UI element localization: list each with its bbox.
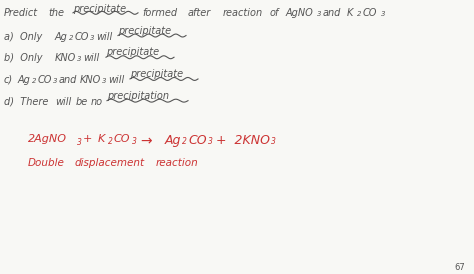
Text: Predict: Predict bbox=[4, 8, 38, 18]
Text: K: K bbox=[347, 8, 354, 18]
Text: d)  There: d) There bbox=[4, 97, 48, 107]
Text: 3: 3 bbox=[102, 78, 107, 84]
Text: 3: 3 bbox=[77, 138, 82, 147]
Text: 3: 3 bbox=[53, 78, 57, 84]
Text: reaction: reaction bbox=[223, 8, 263, 18]
Text: precipitate: precipitate bbox=[118, 26, 171, 36]
Text: precipitate: precipitate bbox=[130, 69, 183, 79]
Text: CO: CO bbox=[114, 134, 130, 144]
Text: CO: CO bbox=[38, 75, 52, 85]
Text: displacement: displacement bbox=[75, 158, 145, 168]
Text: K: K bbox=[98, 134, 105, 144]
Text: the: the bbox=[48, 8, 64, 18]
Text: will: will bbox=[83, 53, 99, 63]
Text: will: will bbox=[108, 75, 124, 85]
Text: 2: 2 bbox=[357, 11, 362, 17]
Text: c): c) bbox=[4, 75, 13, 85]
Text: 2: 2 bbox=[32, 78, 36, 84]
Text: 2: 2 bbox=[108, 137, 113, 146]
Text: CO: CO bbox=[363, 8, 377, 18]
Text: precipitate: precipitate bbox=[73, 4, 126, 14]
Text: →: → bbox=[140, 134, 152, 148]
Text: KNO: KNO bbox=[55, 53, 76, 63]
Text: 3: 3 bbox=[132, 137, 137, 146]
Text: a)  Only: a) Only bbox=[4, 32, 42, 42]
Text: reaction: reaction bbox=[156, 158, 199, 168]
Text: 2: 2 bbox=[182, 137, 187, 146]
Text: and: and bbox=[323, 8, 341, 18]
Text: Ag: Ag bbox=[18, 75, 31, 85]
Text: +: + bbox=[83, 134, 92, 144]
Text: of: of bbox=[270, 8, 279, 18]
Text: 2AgNO: 2AgNO bbox=[28, 134, 67, 144]
Text: be: be bbox=[76, 97, 88, 107]
Text: 67: 67 bbox=[454, 264, 465, 272]
Text: precipitation: precipitation bbox=[107, 91, 169, 101]
Text: 3: 3 bbox=[208, 137, 213, 146]
Text: b)  Only: b) Only bbox=[4, 53, 43, 63]
Text: after: after bbox=[188, 8, 211, 18]
Text: 3: 3 bbox=[77, 56, 82, 62]
Text: formed: formed bbox=[142, 8, 177, 18]
Text: 3: 3 bbox=[381, 11, 385, 17]
Text: CO: CO bbox=[188, 134, 207, 147]
Text: 3: 3 bbox=[90, 35, 94, 41]
Text: no: no bbox=[91, 97, 103, 107]
Text: and: and bbox=[59, 75, 77, 85]
Text: Ag: Ag bbox=[55, 32, 68, 42]
Text: Ag: Ag bbox=[165, 134, 182, 147]
Text: precipitate: precipitate bbox=[106, 47, 159, 57]
Text: KNO: KNO bbox=[80, 75, 101, 85]
Text: CO: CO bbox=[75, 32, 90, 42]
Text: Double: Double bbox=[28, 158, 65, 168]
Text: 3: 3 bbox=[317, 11, 321, 17]
Text: 3: 3 bbox=[271, 137, 276, 146]
Text: +  2KNO: + 2KNO bbox=[216, 134, 270, 147]
Text: 2: 2 bbox=[69, 35, 73, 41]
Text: AgNO: AgNO bbox=[286, 8, 314, 18]
Text: will: will bbox=[96, 32, 112, 42]
Text: will: will bbox=[55, 97, 71, 107]
